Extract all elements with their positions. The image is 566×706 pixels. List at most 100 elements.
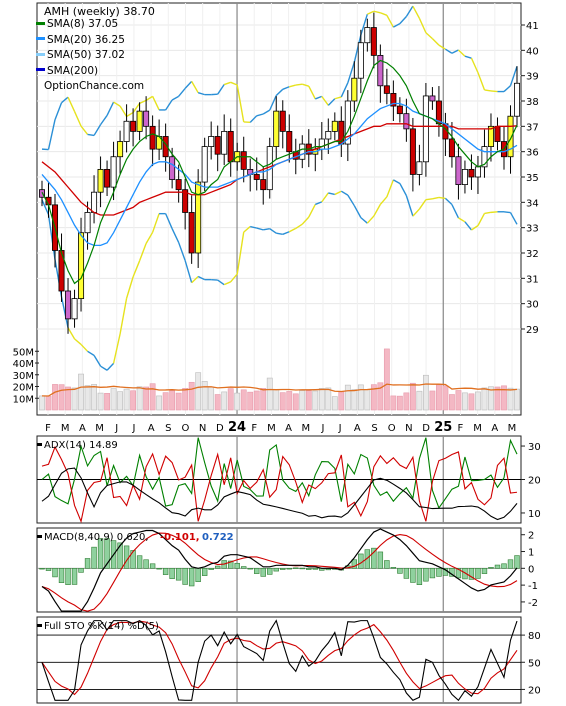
bollinger-lower-segment xyxy=(328,192,335,196)
x-axis: F M A M J J A S O N D 24 F M A M J J A S O N D 25 F M A M xyxy=(45,420,516,435)
candle-body xyxy=(474,166,481,178)
candle xyxy=(175,164,182,203)
volume-bar xyxy=(501,385,507,411)
bollinger-lower-segment xyxy=(177,242,186,261)
price-tick-label: 40 xyxy=(526,46,539,57)
x-tick-label: A xyxy=(491,423,498,434)
volume-bar xyxy=(325,387,332,411)
candle xyxy=(78,217,85,312)
candle-body xyxy=(240,151,247,170)
x-tick-label: F xyxy=(458,423,464,434)
bollinger-lower-segment xyxy=(340,190,349,196)
price-tick-label: 33 xyxy=(526,224,539,235)
bollinger-upper-segment xyxy=(197,92,205,96)
macd-histogram-bar xyxy=(403,568,410,579)
candle-body xyxy=(169,156,176,180)
macd-histogram-bar xyxy=(423,568,429,582)
bollinger-lower-segment xyxy=(399,183,408,196)
macd-histogram-bar xyxy=(501,563,507,569)
bollinger-lower-segment xyxy=(425,198,433,201)
candle xyxy=(344,90,351,162)
candle-body xyxy=(65,290,72,320)
bollinger-upper-segment xyxy=(451,49,459,54)
volume-bar xyxy=(409,382,416,411)
macd-histogram-bar xyxy=(397,568,403,574)
volume-bar xyxy=(110,388,117,411)
volume-bar xyxy=(436,384,442,411)
macd-histogram-bar xyxy=(117,542,123,569)
candle xyxy=(208,121,215,160)
x-tick-label: D xyxy=(422,423,430,434)
adx-tick-label: 20 xyxy=(528,476,541,487)
sto-swatch xyxy=(37,624,42,627)
bollinger-lower-segment xyxy=(464,221,473,231)
bollinger-upper-segment xyxy=(249,115,258,123)
macd-histogram-bar xyxy=(227,560,234,569)
candle xyxy=(84,201,91,250)
bollinger-upper-segment xyxy=(327,98,336,106)
x-tick-label: M xyxy=(267,423,276,434)
sto-tick-label: 50 xyxy=(528,658,541,669)
bollinger-upper-segment xyxy=(340,82,349,98)
bollinger-lower-segment xyxy=(471,225,479,231)
sto-k-line xyxy=(41,619,518,702)
macd-histogram-bar xyxy=(97,538,104,569)
bollinger-lower-segment xyxy=(151,213,160,233)
candle-body xyxy=(461,168,468,185)
sto-tick-label: 20 xyxy=(528,685,541,696)
macd-histogram-bar xyxy=(45,568,52,571)
macd-histogram-bar xyxy=(39,568,45,570)
macd-histogram-bar xyxy=(436,568,442,577)
candle-body xyxy=(273,110,280,147)
candle-body xyxy=(514,82,521,117)
candle xyxy=(136,102,143,141)
volume-bar xyxy=(312,390,319,411)
bollinger-upper-segment xyxy=(145,95,153,101)
bollinger-upper-segment xyxy=(367,10,375,15)
volume-bar xyxy=(221,391,228,411)
volume-bar xyxy=(475,391,481,411)
candle xyxy=(195,169,202,268)
candle-body xyxy=(416,161,423,175)
macd-histogram-bar xyxy=(475,568,481,579)
x-tick-label: J xyxy=(320,423,324,434)
bollinger-lower-segment xyxy=(243,226,251,233)
candle xyxy=(201,137,208,191)
volume-bar xyxy=(364,389,371,411)
candle xyxy=(143,96,150,140)
bollinger-lower-segment xyxy=(250,225,257,229)
candle xyxy=(429,87,436,110)
macd-histogram-bar xyxy=(52,568,58,578)
candle-body xyxy=(429,95,436,102)
bollinger-lower-segment xyxy=(484,211,492,215)
legend-swatch-sma50 xyxy=(36,53,45,56)
bollinger-upper-segment xyxy=(113,101,121,107)
candle xyxy=(481,129,488,178)
bollinger-lower-segment xyxy=(132,260,141,278)
candle-body xyxy=(331,120,338,132)
volume-bar xyxy=(449,394,455,411)
candle xyxy=(409,117,416,192)
price-tick-label: 30 xyxy=(526,300,539,311)
adx-tick-label: 30 xyxy=(528,442,541,453)
macd-histogram-bar xyxy=(175,568,182,581)
volume-bar xyxy=(214,394,221,411)
macd-histogram-bar xyxy=(507,559,514,569)
price-tick-label: 34 xyxy=(526,198,539,209)
macd-hist-value: 0.722 xyxy=(202,532,234,543)
volume-bar xyxy=(273,389,280,411)
bollinger-upper-segment xyxy=(457,49,466,57)
legend-sma50: SMA(50) 37.02 xyxy=(47,49,125,61)
macd-histogram-bar xyxy=(488,567,494,569)
candle-body xyxy=(78,232,85,300)
bollinger-upper-segment xyxy=(165,99,173,111)
macd-histogram-bar xyxy=(149,563,156,569)
x-tick-label: N xyxy=(199,423,206,434)
candle-body xyxy=(468,168,475,178)
bollinger-lower-segment xyxy=(236,231,245,275)
candle-body xyxy=(396,105,403,115)
candle-body xyxy=(175,179,182,191)
price-legend: AMH (weekly) 38.70 SMA(8) 37.05 SMA(20) … xyxy=(36,5,155,92)
macd-histogram-bar xyxy=(195,568,201,582)
